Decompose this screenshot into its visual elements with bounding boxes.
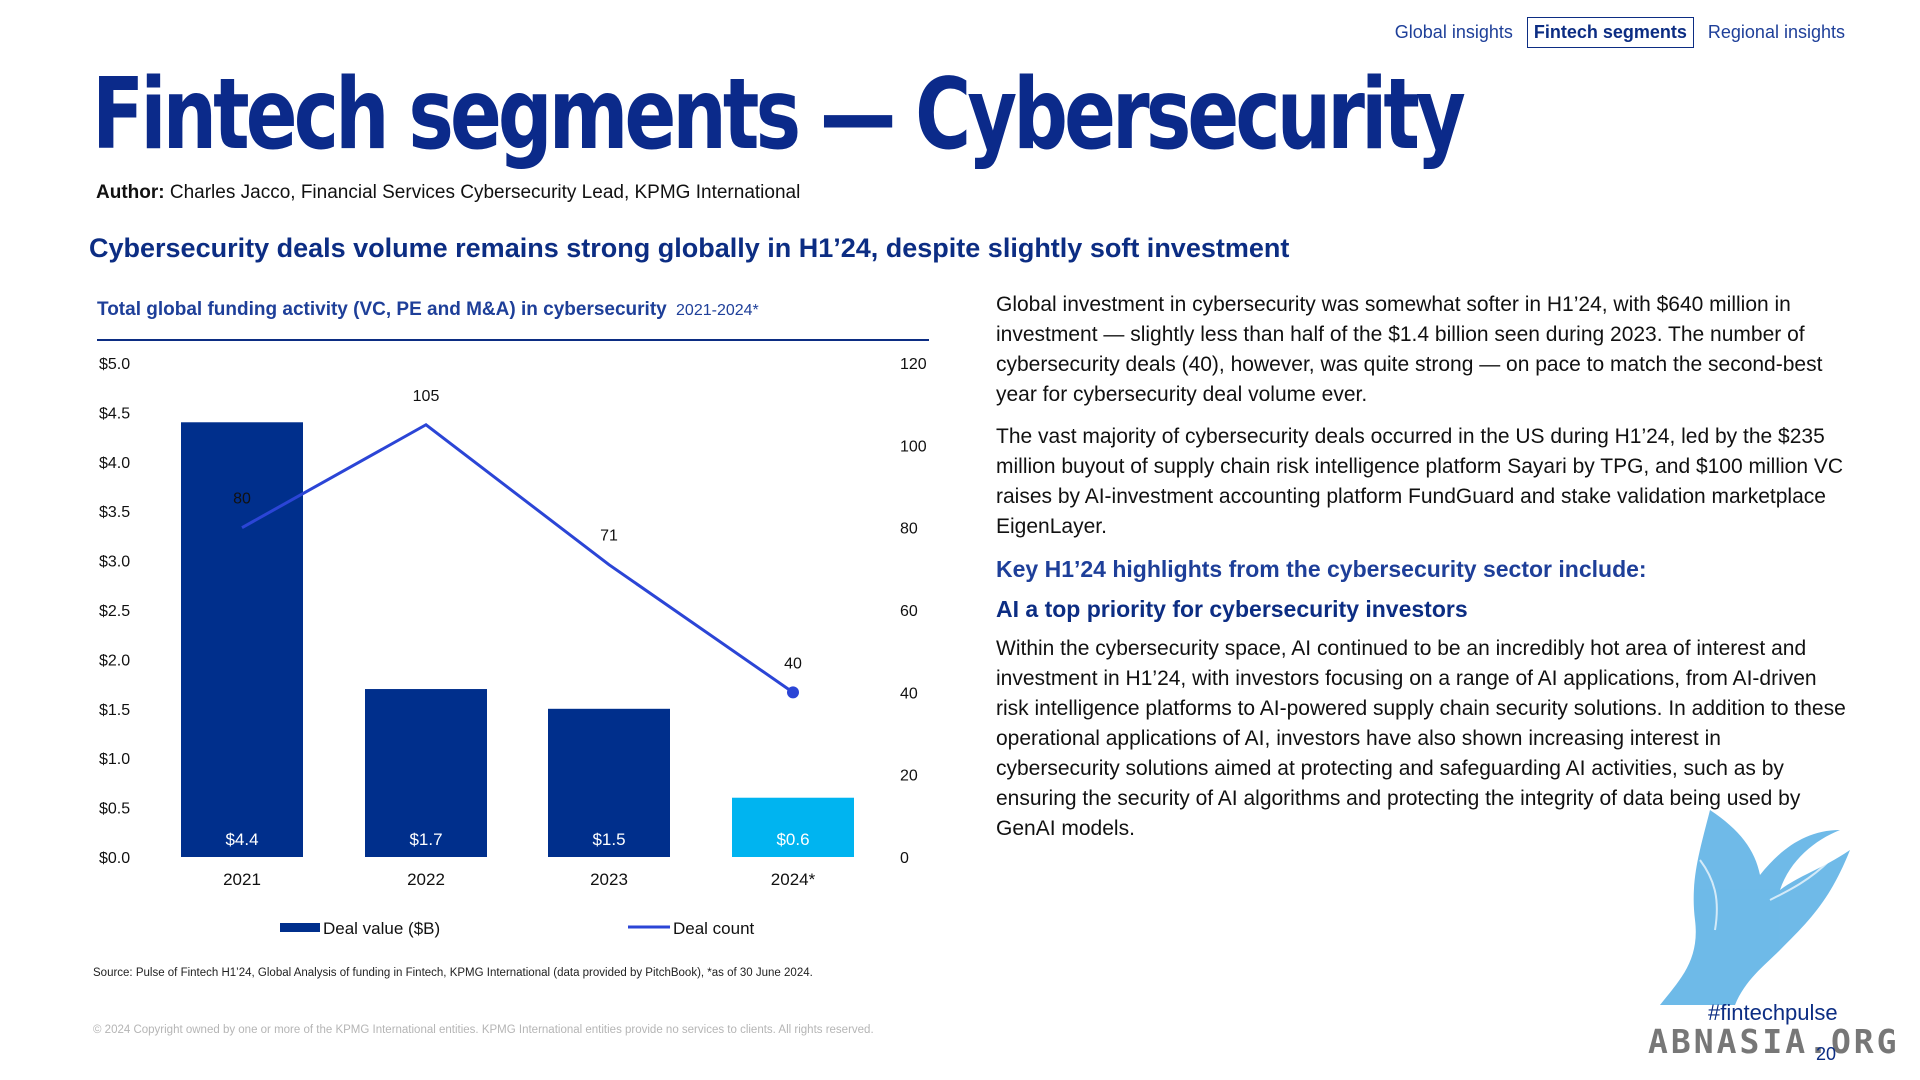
hashtag: #fintechpulse (1708, 1000, 1838, 1025)
paragraph-deals: The vast majority of cybersecurity deals… (996, 425, 1844, 538)
copyright-note: © 2024 Copyright owned by one or more of… (93, 1024, 874, 1036)
y-right-tick-label: 120 (900, 356, 927, 373)
y-left-tick-label: $5.0 (99, 356, 130, 373)
y-right-tick-label: 40 (900, 685, 918, 702)
bar-deal-value (181, 422, 303, 857)
bar-deal-value (365, 689, 487, 857)
y-left-tick-label: $4.5 (99, 405, 130, 422)
y-left-tick-label: $1.0 (99, 751, 130, 768)
ai-heading: AI a top priority for cybersecurity inve… (996, 596, 1468, 622)
legend-label-deal-count: Deal count (673, 919, 755, 938)
paragraph-ai: Within the cybersecurity space, AI conti… (996, 637, 1846, 840)
legend-swatch-deal-value (280, 923, 320, 932)
x-tick-label: 2023 (590, 870, 628, 889)
y-left-tick-label: $0.5 (99, 801, 130, 818)
line-value-label: 80 (233, 491, 251, 508)
griffin-logo-icon (1660, 810, 1850, 1005)
y-left-tick-label: $0.0 (99, 850, 130, 867)
x-tick-label: 2022 (407, 870, 445, 889)
chart-title: Total global funding activity (VC, PE an… (97, 299, 759, 321)
bar-value-label: $0.6 (776, 830, 809, 849)
page-number: 20 (1816, 1044, 1837, 1064)
line-end-point (787, 686, 799, 699)
y-left-tick-label: $4.0 (99, 455, 130, 472)
line-value-label: 71 (600, 528, 618, 545)
paragraph-overview: Global investment in cybersecurity was s… (996, 293, 1823, 406)
y-right-tick-label: 100 (900, 438, 927, 455)
y-right-tick-label: 20 (900, 768, 918, 785)
x-tick-label: 2024* (771, 870, 816, 889)
y-left-tick-label: $2.5 (99, 603, 130, 620)
source-note: Source: Pulse of Fintech H1’24, Global A… (93, 967, 813, 979)
legend-label-deal-value: Deal value ($B) (323, 919, 440, 938)
y-left-tick-label: $3.0 (99, 554, 130, 571)
nav-regional-insights[interactable]: Regional insights (1707, 22, 1845, 42)
y-left-tick-label: $3.5 (99, 504, 130, 521)
highlights-heading: Key H1’24 highlights from the cybersecur… (996, 556, 1647, 582)
section-nav: Global insights Fintech segments Regiona… (1389, 17, 1851, 48)
bar-value-label: $4.4 (225, 830, 258, 849)
chart-subtitle: 2021-2024* (676, 302, 759, 319)
x-tick-label: 2021 (223, 870, 261, 889)
chart-title-text: Total global funding activity (VC, PE an… (97, 299, 667, 320)
y-left-tick-label: $2.0 (99, 652, 130, 669)
bar-deal-value (548, 708, 670, 857)
bar-deal-value (732, 797, 854, 857)
chart-divider (97, 339, 929, 341)
page-title: Fintech segments — Cybersecurity (92, 58, 1466, 172)
y-left-tick-label: $1.5 (99, 702, 130, 719)
y-right-tick-label: 0 (900, 850, 909, 867)
headline: Cybersecurity deals volume remains stron… (89, 233, 1290, 263)
bar-value-label: $1.5 (592, 830, 625, 849)
funding-chart: $0.0 $0.5 $1.0 $1.5 $2.0 $2.5 $3.0 $3.5 $4.0 $4.5… (99, 356, 927, 938)
watermark: ABNASIA.ORG (1648, 1022, 1900, 1061)
body-text: Global investment in cybersecurity was s… (996, 290, 1846, 856)
line-deal-count (241, 422, 794, 694)
y-right-tick-label: 80 (900, 521, 918, 538)
author-name: Charles Jacco, Financial Services Cybers… (169, 182, 801, 203)
nav-global-insights[interactable]: Global insights (1394, 22, 1513, 42)
y-right-tick-label: 60 (900, 603, 918, 620)
line-value-label: 40 (784, 655, 802, 672)
nav-fintech-segments[interactable]: Fintech segments (1526, 17, 1694, 48)
bar-value-label: $1.7 (409, 830, 442, 849)
line-value-label: 105 (413, 388, 440, 405)
author-label: Author: (96, 182, 165, 203)
author-line: Author: Charles Jacco, Financial Service… (96, 182, 800, 204)
